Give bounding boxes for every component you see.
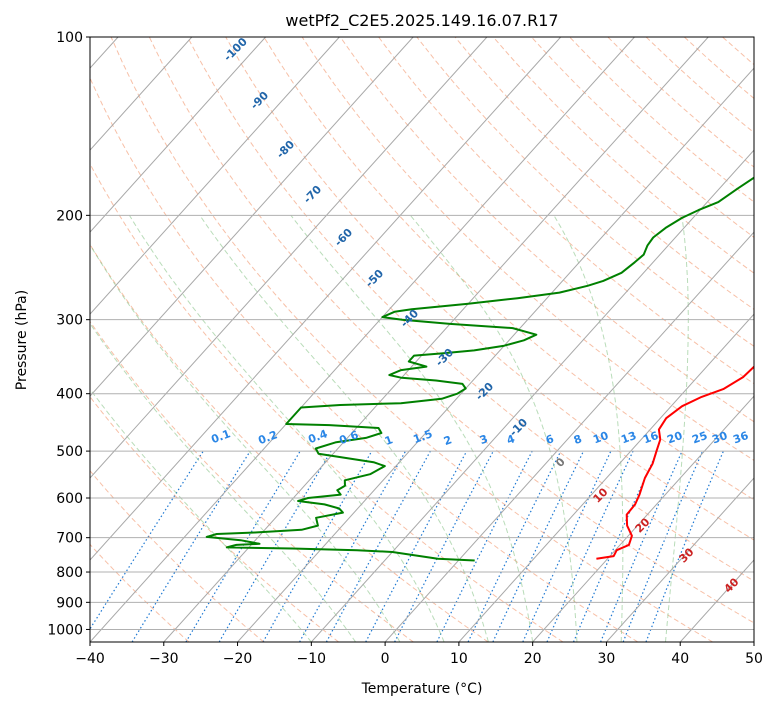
- isotherm-line: [310, 149, 754, 642]
- dry-adiabat-line: [263, 37, 754, 501]
- mixing-ratio-label: 0.1: [209, 427, 232, 446]
- isotherm-line: [90, 37, 340, 315]
- mixing-ratio-label: 13: [619, 429, 638, 446]
- mixing-ratio-line: [90, 450, 204, 631]
- mixing-ratio-label: 0.2: [256, 428, 279, 447]
- plot-frame: [89, 36, 755, 643]
- mixing-ratio-line: [131, 450, 251, 642]
- x-tick-label: 40: [671, 651, 689, 667]
- mixing-ratio-label: 10: [591, 429, 610, 447]
- dry-adiabat-line: [90, 243, 489, 642]
- isotherm-line: [90, 37, 635, 642]
- y-tick-label: 500: [56, 444, 83, 460]
- x-tick-label: −30: [149, 651, 179, 667]
- moist-adiabat-line: [90, 243, 401, 642]
- mixing-ratio-line: [522, 450, 612, 642]
- mixing-ratio-line: [467, 450, 562, 642]
- mixing-ratio-label: 1: [383, 433, 395, 448]
- moist-adiabat-line: [665, 215, 689, 642]
- x-tick-label: −10: [297, 651, 327, 667]
- isotherm-line: [90, 37, 562, 561]
- isotherm-line: [90, 37, 193, 151]
- mixing-ratio-label: 30: [710, 429, 729, 447]
- mixing-ratio-line: [546, 450, 634, 642]
- y-tick-label: 300: [56, 313, 83, 329]
- y-tick-label: 600: [56, 491, 83, 507]
- x-tick-label: 20: [524, 651, 542, 667]
- y-tick-label: 900: [56, 595, 83, 611]
- mixing-ratio-label: 20: [665, 429, 684, 447]
- isotherm-line: [90, 37, 266, 233]
- isotherm-line: [90, 37, 488, 479]
- isotherm-line: [163, 37, 709, 642]
- y-tick-label: 400: [56, 387, 83, 403]
- moist-adiabat-line: [128, 215, 445, 642]
- mixing-ratio-label: 8: [572, 432, 584, 447]
- isotherms: [90, 37, 754, 642]
- temperature-profile: [596, 365, 754, 560]
- isotherm-line: [458, 313, 754, 642]
- mixing-ratio-label: 36: [731, 429, 750, 447]
- dry-adiabat-line: [90, 470, 265, 642]
- moist-adiabat-line: [553, 215, 624, 642]
- mixing-ratio-label: 0.6: [337, 428, 360, 447]
- mixing-ratio-line: [600, 450, 683, 642]
- y-axis: 100 200 300 400 500 600 700 800 900 1000: [47, 30, 90, 638]
- y-tick-label: 800: [56, 565, 83, 581]
- moist-adiabat-line: [90, 388, 312, 642]
- dry-adiabat-line: [90, 395, 339, 642]
- y-tick-label: 100: [56, 30, 83, 46]
- mixing-ratio-line: [622, 450, 704, 642]
- sounding-series: [205, 176, 754, 562]
- mixing-ratio-label: 0.4: [306, 427, 329, 446]
- mixing-ratio-label: 2: [442, 433, 454, 448]
- mixing-ratio-label: 4: [505, 432, 517, 447]
- dry-adiabat-line: [378, 37, 754, 385]
- dry-adiabat-line: [339, 37, 754, 423]
- mixing-ratio-line: [492, 450, 585, 642]
- y-tick-label: 700: [56, 531, 83, 547]
- dry-adiabat-line: [90, 162, 564, 642]
- dry-adiabat-line: [148, 37, 754, 624]
- isotherm-line: [90, 37, 414, 397]
- x-tick-label: 50: [745, 651, 763, 667]
- x-tick-label: −20: [223, 651, 253, 667]
- moist-adiabat-line: [410, 214, 578, 642]
- mixing-ratio-label: 25: [690, 429, 709, 446]
- moist-adiabat-line: [90, 322, 357, 642]
- mixing-ratio-line: [572, 450, 658, 642]
- x-tick-label: 10: [450, 651, 468, 667]
- mixing-ratio-line: [645, 450, 724, 642]
- moist-adiabat-line: [290, 214, 534, 642]
- y-axis-label: Pressure (hPa): [14, 290, 30, 390]
- x-axis-label: Temperature (°C): [361, 681, 483, 697]
- isobar-grid: [90, 37, 754, 630]
- mixing-ratio-label: 1.5: [411, 427, 434, 446]
- dry-adiabat-line: [454, 37, 754, 310]
- mixing-ratio-line: [299, 450, 407, 642]
- x-tick-label: 0: [381, 651, 390, 667]
- isotherm-line: [606, 477, 754, 642]
- isotherm-line: [384, 231, 754, 642]
- x-axis: −40 −30 −20 −10 0 10 20 30 40 50: [75, 642, 763, 667]
- x-tick-label: 30: [598, 651, 616, 667]
- mixing-ratio-line: [262, 450, 373, 642]
- chart-title: wetPf2_C2E5.2025.149.16.07.R17: [285, 11, 558, 31]
- y-tick-label: 1000: [47, 622, 83, 638]
- mixing-ratio-label: 6: [544, 432, 556, 447]
- mixing-ratio-label: 16: [641, 429, 660, 447]
- x-tick-label: −40: [75, 651, 105, 667]
- isotherm-line: [532, 395, 754, 642]
- dry-adiabat-line: [187, 37, 754, 582]
- dewpoint-profile: [205, 176, 754, 562]
- dry-adiabat-line: [225, 37, 754, 541]
- isotherm-line: [237, 67, 754, 642]
- mixing-ratio-label: 3: [478, 432, 490, 447]
- y-tick-label: 200: [56, 208, 83, 224]
